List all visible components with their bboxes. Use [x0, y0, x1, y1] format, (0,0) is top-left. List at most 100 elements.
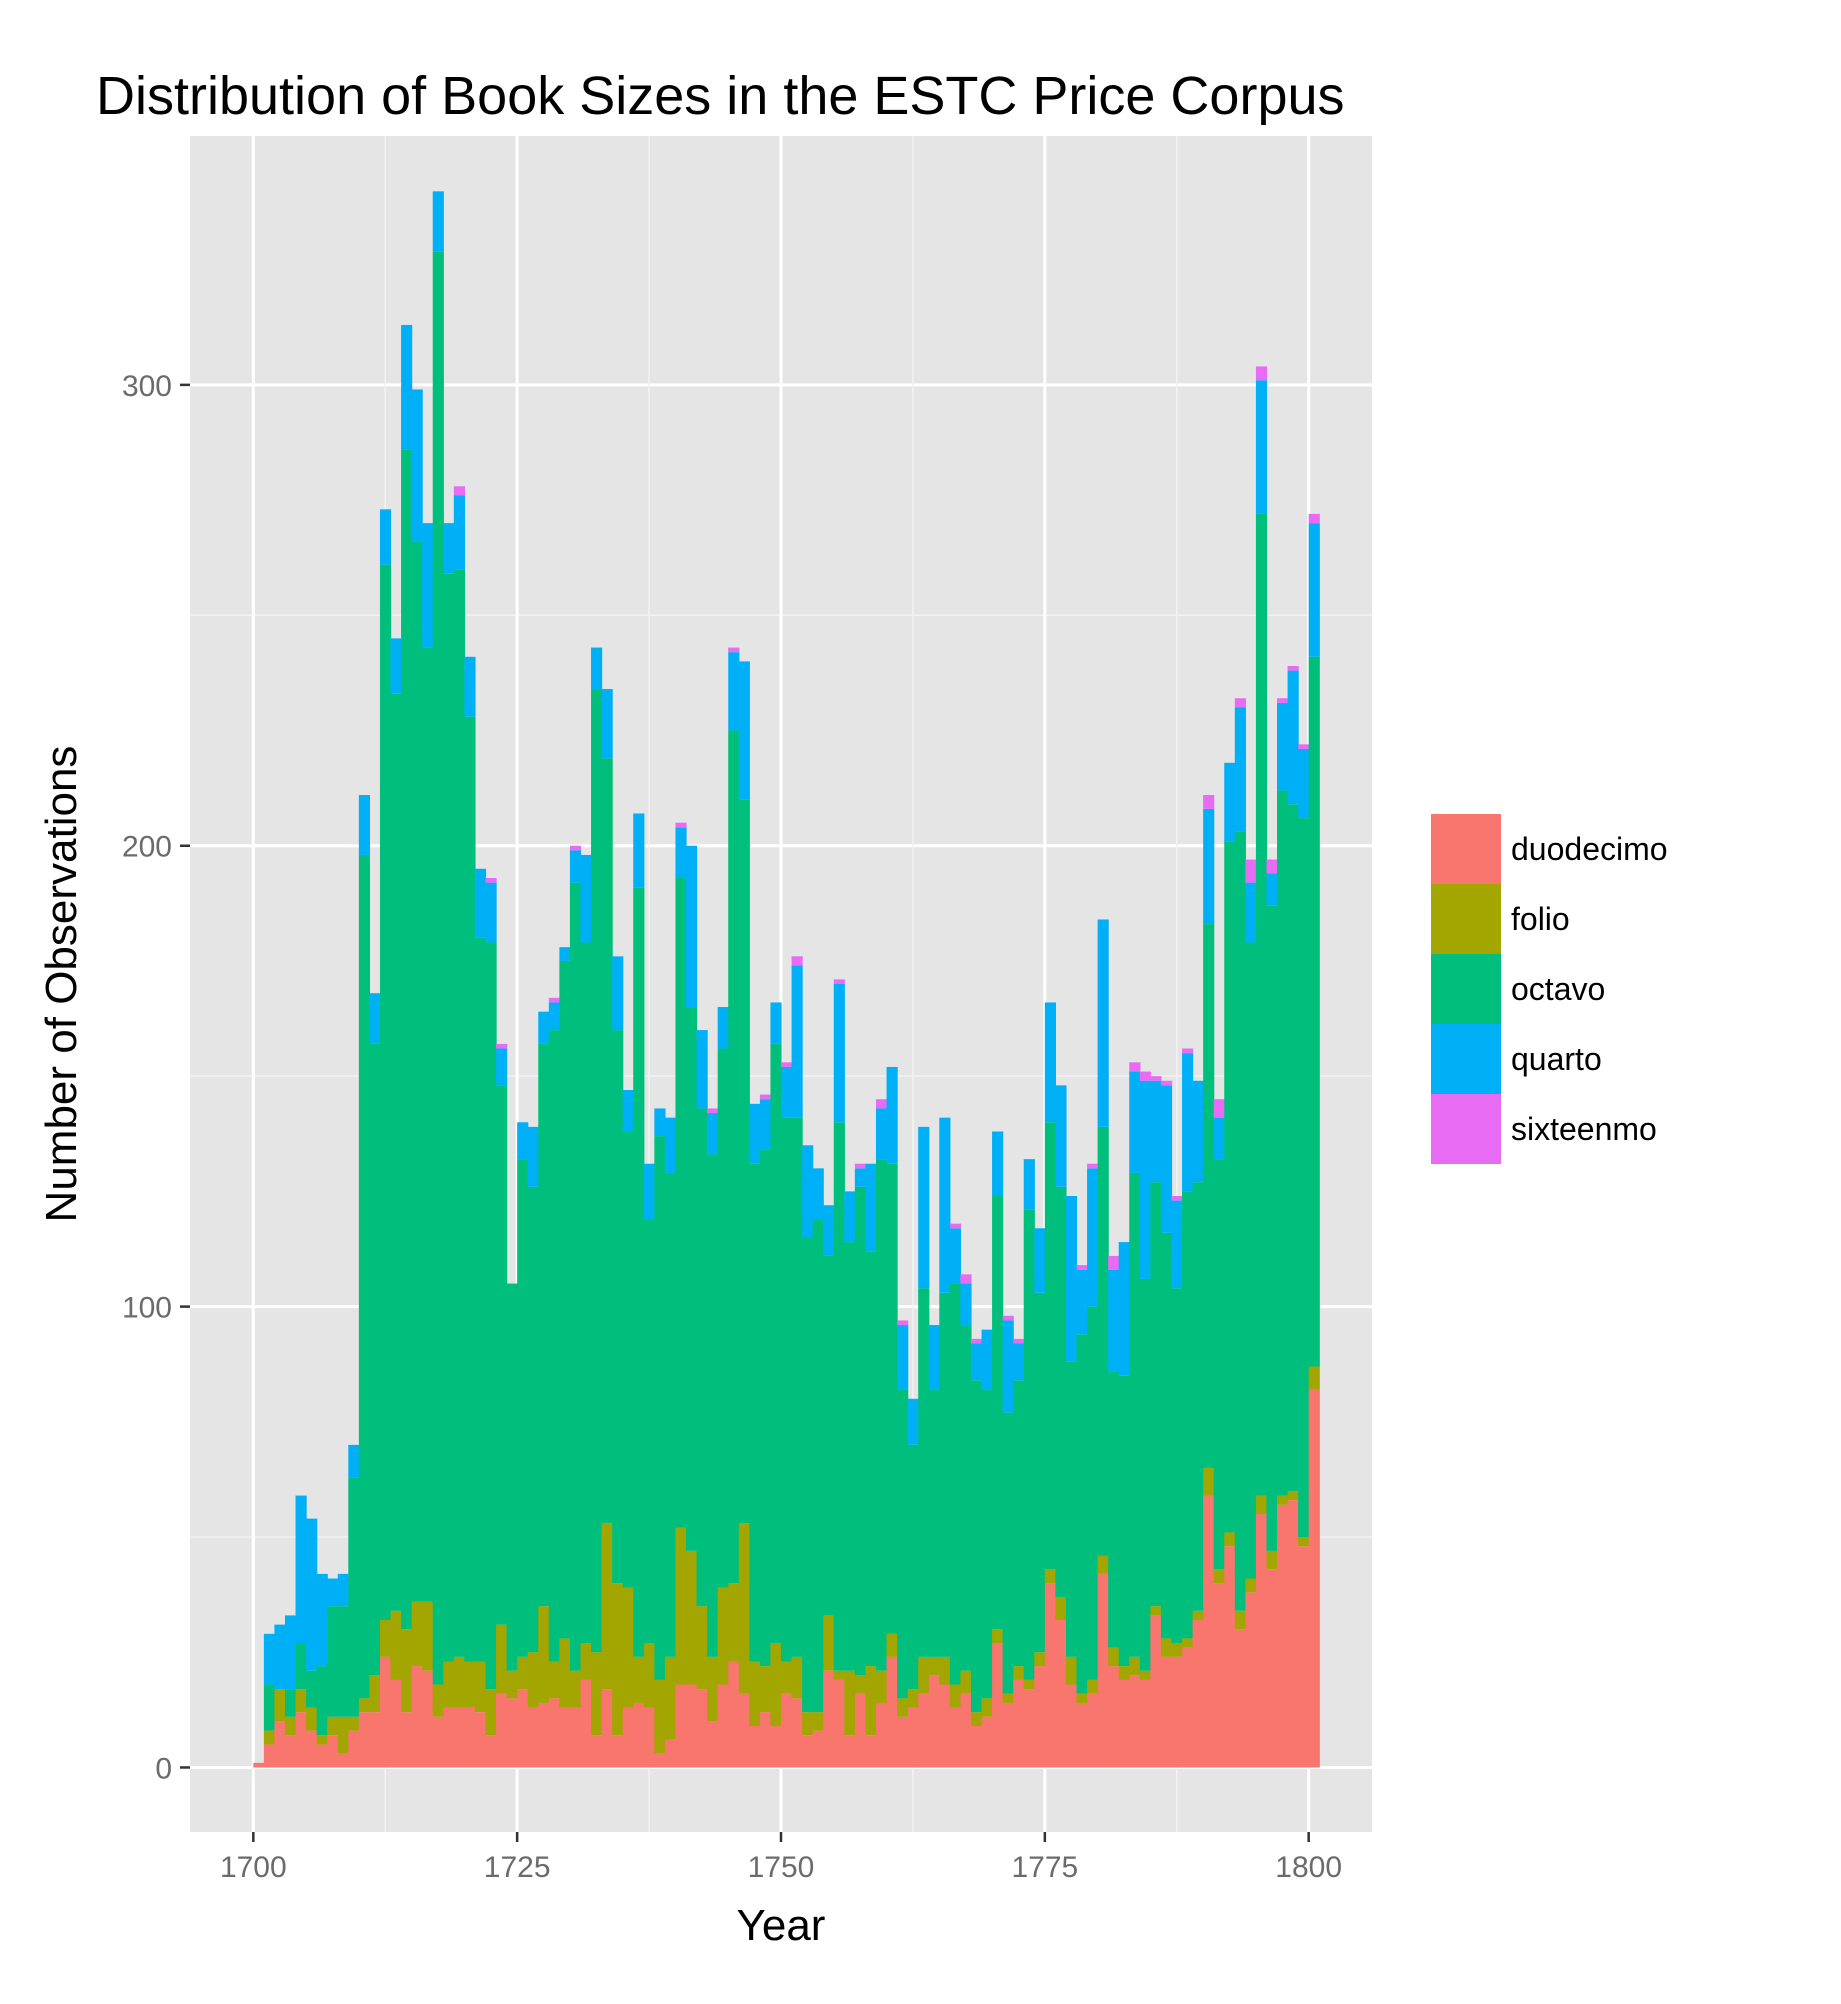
bar-quarto-1746 [738, 661, 750, 800]
bar-folio-1741 [686, 1550, 698, 1685]
bar-folio-1779 [1087, 1679, 1099, 1694]
bar-duodecimo-1708 [337, 1753, 349, 1768]
bar-quarto-1714 [401, 324, 413, 450]
bar-quarto-1707 [327, 1578, 339, 1607]
bar-duodecimo-1782 [1118, 1679, 1130, 1768]
bar-duodecimo-1725 [517, 1689, 529, 1768]
bar-quarto-1747 [749, 1103, 761, 1164]
bar-folio-1761 [897, 1698, 909, 1717]
bar-duodecimo-1767 [960, 1693, 972, 1768]
bar-quarto-1774 [1034, 1228, 1046, 1293]
bar-quarto-1787 [1171, 1200, 1183, 1289]
y-tick-label: 100 [122, 1292, 172, 1325]
bar-duodecimo-1731 [580, 1679, 592, 1768]
bar-octavo-1758 [865, 1251, 877, 1667]
bar-octavo-1748 [759, 1149, 772, 1667]
bar-duodecimo-1762 [907, 1707, 919, 1768]
bar-duodecimo-1736 [633, 1702, 645, 1768]
bar-octavo-1732 [591, 689, 603, 1653]
bar-folio-1764 [928, 1656, 940, 1676]
bar-sixteenmo-1750 [781, 1062, 793, 1067]
bar-duodecimo-1744 [717, 1684, 729, 1768]
bar-duodecimo-1771 [1002, 1702, 1014, 1768]
bar-quarto-1749 [770, 1002, 782, 1044]
bar-duodecimo-1743 [707, 1721, 719, 1768]
x-tick-label: 1750 [748, 1851, 815, 1884]
bar-folio-1740 [675, 1527, 687, 1685]
bar-duodecimo-1770 [992, 1643, 1004, 1768]
bar-quarto-1735 [622, 1090, 634, 1132]
bar-duodecimo-1749 [770, 1726, 782, 1768]
bar-folio-1762 [907, 1689, 919, 1708]
bar-quarto-1789 [1192, 1080, 1204, 1183]
bar-duodecimo-1785 [1150, 1615, 1162, 1768]
bar-octavo-1723 [496, 1085, 508, 1625]
bar-sixteenmo-1796 [1266, 859, 1278, 874]
bar-octavo-1725 [517, 1159, 529, 1657]
bar-quarto-1703 [284, 1615, 297, 1690]
bar-folio-1771 [1002, 1693, 1014, 1703]
bar-duodecimo-1723 [496, 1693, 508, 1768]
bar-folio-1720 [464, 1661, 476, 1708]
legend-label-folio: folio [1511, 901, 1570, 937]
bar-quarto-1734 [612, 956, 624, 1031]
bar-duodecimo-1757 [854, 1693, 867, 1768]
bar-octavo-1746 [738, 799, 750, 1524]
bar-duodecimo-1745 [728, 1661, 740, 1768]
bar-duodecimo-1798 [1287, 1500, 1299, 1768]
bar-octavo-1779 [1087, 1306, 1099, 1680]
bar-duodecimo-1790 [1203, 1495, 1215, 1768]
bar-folio-1726 [527, 1652, 539, 1708]
bar-quarto-1790 [1203, 808, 1215, 925]
bar-folio-1789 [1192, 1610, 1204, 1620]
bar-sixteenmo-1755 [833, 979, 845, 984]
bar-duodecimo-1737 [643, 1707, 655, 1768]
bar-folio-1758 [865, 1666, 877, 1736]
bar-duodecimo-1707 [327, 1735, 339, 1768]
bar-quarto-1715 [411, 389, 423, 542]
bar-folio-1795 [1255, 1495, 1268, 1514]
bar-folio-1749 [770, 1643, 782, 1726]
bar-duodecimo-1794 [1245, 1592, 1257, 1768]
bar-quarto-1741 [686, 845, 698, 1008]
bar-octavo-1786 [1160, 1232, 1173, 1639]
bar-duodecimo-1791 [1213, 1583, 1225, 1768]
bar-sixteenmo-1797 [1277, 698, 1289, 703]
bar-quarto-1722 [485, 882, 497, 943]
bar-folio-1711 [369, 1675, 381, 1713]
bar-quarto-1708 [337, 1573, 349, 1607]
bar-duodecimo-1721 [474, 1712, 487, 1768]
bar-quarto-1779 [1087, 1168, 1099, 1307]
y-tick-label: 300 [122, 370, 172, 403]
bar-folio-1736 [633, 1656, 645, 1703]
bar-quarto-1745 [728, 652, 740, 731]
bar-quarto-1704 [295, 1495, 307, 1644]
bar-sixteenmo-1719 [453, 486, 465, 496]
bar-quarto-1736 [633, 813, 645, 888]
bar-folio-1799 [1298, 1537, 1310, 1547]
bar-sixteenmo-1787 [1171, 1196, 1183, 1201]
bar-octavo-1775 [1044, 1122, 1056, 1570]
bar-sixteenmo-1800 [1308, 513, 1320, 524]
bar-duodecimo-1746 [738, 1693, 750, 1768]
bar-octavo-1769 [981, 1389, 993, 1699]
bar-folio-1704 [295, 1689, 307, 1713]
x-tick-label: 1725 [484, 1851, 551, 1884]
legend-label-sixteenmo: sixteenmo [1511, 1111, 1657, 1147]
bar-sixteenmo-1785 [1150, 1076, 1162, 1081]
bar-folio-1776 [1055, 1596, 1067, 1620]
bar-octavo-1750 [781, 1117, 793, 1662]
bar-quarto-1744 [717, 1007, 729, 1049]
bar-sixteenmo-1794 [1245, 859, 1257, 883]
bar-quarto-1762 [907, 1398, 919, 1445]
bar-folio-1721 [474, 1661, 487, 1713]
bar-folio-1714 [401, 1629, 413, 1713]
bar-folio-1715 [411, 1601, 423, 1667]
bar-quarto-1754 [823, 1205, 835, 1256]
bar-duodecimo-1740 [675, 1684, 687, 1768]
bar-quarto-1788 [1182, 1053, 1194, 1192]
bar-duodecimo-1793 [1234, 1629, 1246, 1768]
bar-octavo-1780 [1097, 1126, 1109, 1556]
bar-octavo-1728 [548, 1030, 560, 1662]
bar-quarto-1748 [759, 1099, 772, 1150]
